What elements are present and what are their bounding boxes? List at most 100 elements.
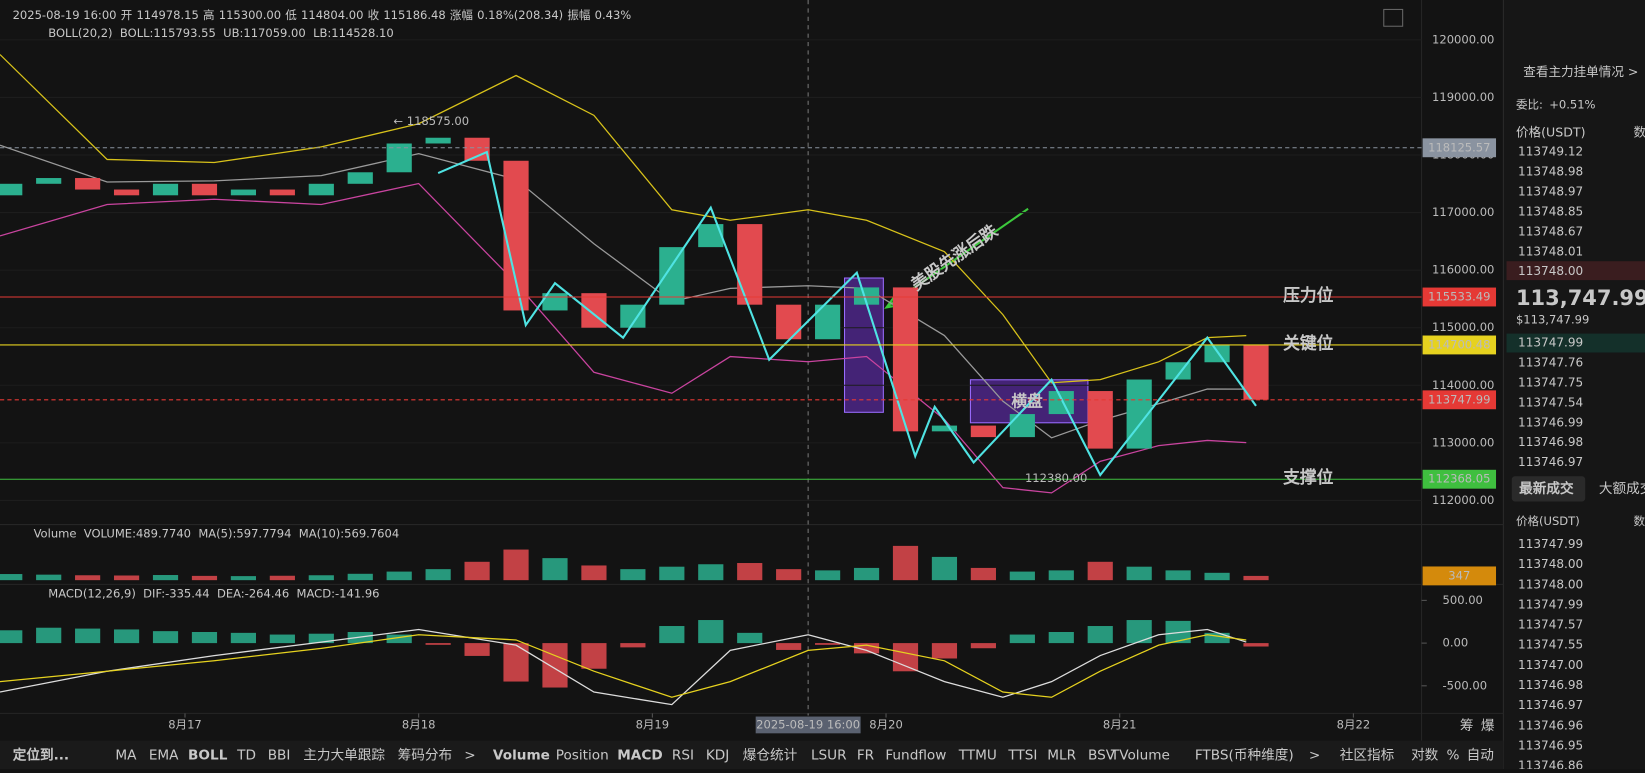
bid-price: 113746.98 (1518, 435, 1583, 449)
macd-bar (1126, 620, 1152, 644)
chip-button[interactable]: 筹 (1460, 717, 1474, 734)
candle (347, 172, 373, 184)
volume-bar (1009, 571, 1035, 581)
toolbar-item[interactable]: Fundflow (885, 747, 946, 763)
toolbar-item[interactable]: KDJ (706, 747, 729, 763)
indicator-text: MACD(12,26,9) (48, 586, 136, 600)
toolbar-item[interactable]: FR (857, 747, 875, 763)
volume-bar (970, 567, 996, 581)
volume-bar (659, 566, 685, 581)
volume-bar (776, 569, 802, 581)
tab[interactable]: 最新成交 (1519, 480, 1574, 497)
toolbar-item[interactable]: RSI (672, 747, 694, 763)
ask-price: 113748.01 (1518, 244, 1583, 258)
candle (970, 425, 996, 438)
ask-price: 113748.67 (1518, 224, 1583, 238)
liq-button[interactable]: 爆 (1481, 718, 1495, 734)
x-tick-label: 8月22 (1337, 717, 1371, 731)
tab[interactable]: 大额成交 (1599, 480, 1645, 497)
ohlc-text: 低 (285, 8, 297, 22)
volume-bar (425, 569, 451, 581)
col-head: 价格(USDT) (1516, 514, 1580, 528)
volume-bar (1126, 566, 1152, 581)
level-tag (1422, 138, 1497, 158)
ohlc-text: 114978.15 (136, 8, 198, 22)
toolbar-item[interactable]: 爆仓统计 (743, 747, 798, 763)
link[interactable]: 查看主力挂单情况 > (1523, 64, 1638, 79)
trade-price: 113746.98 (1518, 678, 1583, 692)
macd-bar (269, 634, 295, 644)
toolbar-item[interactable]: TTSI (1007, 747, 1037, 763)
bid-price: 113747.99 (1518, 336, 1583, 350)
toolbar-item[interactable]: 筹码分布 (398, 746, 453, 763)
candle (1243, 344, 1269, 400)
indicator-text: LB:114528.10 (313, 26, 394, 40)
crosshair-box (755, 716, 861, 734)
volume-bar (698, 564, 724, 581)
toolbar-item[interactable]: TD (236, 747, 256, 763)
x-tick-label: 8月19 (636, 717, 670, 731)
toolbar-item[interactable]: MA (115, 747, 137, 763)
toolbar (0, 740, 1504, 769)
toolbar-item[interactable]: > (464, 747, 475, 763)
toolbar-item[interactable]: MACD (617, 747, 662, 763)
x-tick-label: 8月21 (1103, 717, 1137, 731)
annotation: ← 118575.00 (393, 114, 469, 128)
indicator-text: BOLL(20,2) (48, 26, 112, 40)
volume-bar (230, 576, 257, 581)
volume-bar (0, 574, 23, 581)
ratio: +0.51% (1549, 97, 1595, 111)
trade-price: 113747.57 (1518, 618, 1583, 632)
toolbar-item[interactable]: FTBS(币种维度) (1195, 747, 1294, 763)
toolbar-item[interactable]: 社区指标 (1340, 747, 1395, 763)
candle (853, 287, 880, 305)
level-name: 压力位 (1283, 285, 1334, 305)
toolbar-item[interactable]: BOLL (188, 747, 228, 763)
candle (269, 189, 295, 196)
toolbar-item[interactable]: MLR (1047, 747, 1076, 763)
toolbar-item[interactable]: EMA (149, 747, 179, 763)
level-value: 113747.99 (1428, 392, 1490, 406)
toolbar-item[interactable]: BSV (1088, 747, 1116, 763)
toolbar-item[interactable]: 主力大单跟踪 (303, 747, 385, 763)
toolbar-item[interactable]: BBI (268, 747, 291, 763)
macd-bar (1243, 643, 1269, 647)
toolbar-item[interactable]: TVolume (1110, 747, 1170, 763)
macd-bar (503, 643, 529, 682)
level-tag (1422, 469, 1497, 489)
bid-price: 113746.99 (1518, 415, 1583, 429)
macd-bar (542, 643, 568, 688)
toolbar-item[interactable]: % (1447, 747, 1460, 763)
macd-bar (425, 643, 451, 645)
macd-bar (659, 626, 685, 644)
ask-price: 113748.98 (1518, 165, 1583, 179)
y-tick-label: 114000.00 (1432, 378, 1494, 392)
trade-price: 113748.00 (1518, 577, 1583, 591)
ohlc-text: 0.43% (595, 8, 632, 22)
trade-price: 113747.99 (1518, 537, 1583, 551)
macd-bar (1165, 620, 1191, 644)
toolbar-item[interactable]: 对数 (1411, 747, 1439, 763)
toolbar-item[interactable]: 自动 (1467, 747, 1494, 763)
indicator-text: MACD:-141.96 (297, 586, 380, 600)
x-tick-label: 8月20 (869, 717, 903, 731)
toolbar-item[interactable]: > (1309, 747, 1320, 763)
label: 委比: (1516, 97, 1543, 111)
macd-bar (970, 643, 996, 649)
trade-price: 113746.86 (1518, 759, 1583, 769)
toolbar-item[interactable]: Position (556, 747, 609, 763)
candle (503, 160, 529, 311)
col-head: 数 (1633, 125, 1645, 140)
toolbar-item[interactable]: 定位到... (13, 746, 69, 763)
toolbar-item[interactable]: Volume (493, 747, 550, 763)
candle (75, 178, 101, 190)
annotation: 横盘 (1011, 391, 1043, 410)
toolbar-item[interactable]: LSUR (811, 747, 847, 763)
toolbar-item[interactable]: TTMU (958, 747, 997, 763)
macd-bar (698, 620, 724, 644)
candle (1009, 414, 1035, 438)
fullscreen-icon[interactable] (1383, 8, 1404, 27)
macd-bar (464, 643, 490, 656)
last-usd: $113,747.99 (1516, 312, 1589, 326)
